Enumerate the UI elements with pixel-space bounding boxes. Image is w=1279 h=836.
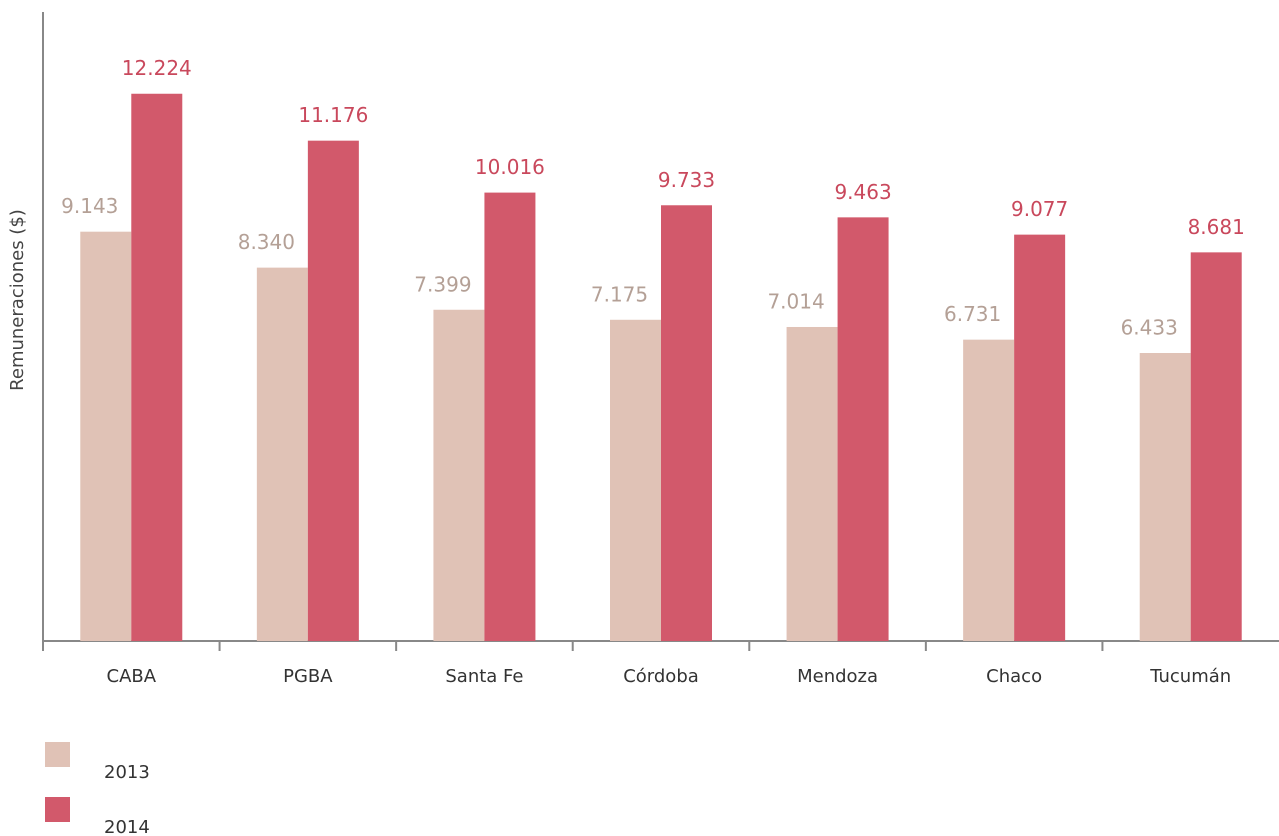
bar	[1190, 252, 1242, 641]
value-label: 6.433	[1121, 316, 1178, 340]
bar	[1139, 353, 1191, 641]
x-tick-label: CABA	[107, 666, 157, 687]
legend-label: 2014	[104, 817, 150, 836]
x-tick-label: Córdoba	[623, 666, 699, 687]
value-label: 7.014	[767, 289, 824, 313]
bar	[786, 326, 838, 641]
y-axis-label: Remuneraciones ($)	[7, 209, 28, 391]
value-label: 8.340	[238, 230, 295, 254]
value-label: 11.176	[298, 103, 368, 127]
bar	[307, 140, 359, 641]
value-label: 9.077	[1011, 197, 1068, 221]
value-label: 12.224	[122, 56, 192, 80]
x-tick-label: PGBA	[283, 666, 333, 687]
legend-label: 2013	[104, 762, 150, 783]
value-label: 7.399	[414, 272, 471, 296]
x-tick-label: Santa Fe	[445, 666, 523, 687]
value-label: 7.175	[591, 282, 648, 306]
bar	[837, 217, 889, 641]
value-label: 8.681	[1188, 215, 1245, 239]
value-label: 9.143	[61, 194, 118, 218]
bar	[610, 319, 661, 641]
x-tick-label: Tucumán	[1149, 666, 1231, 687]
bar	[80, 231, 132, 641]
bar	[484, 192, 536, 641]
bar	[131, 93, 183, 641]
bar	[256, 267, 308, 641]
bar	[661, 205, 712, 641]
bar	[433, 309, 485, 641]
legend-swatch	[45, 742, 70, 767]
value-label: 6.731	[944, 302, 1001, 326]
legend-swatch	[45, 797, 70, 822]
x-tick-label: Mendoza	[797, 666, 878, 687]
value-label: 9.463	[834, 180, 891, 204]
value-label: 10.016	[475, 155, 545, 179]
bar	[963, 339, 1015, 641]
bar	[1014, 234, 1066, 642]
value-label: 9.733	[658, 168, 715, 192]
x-tick-label: Chaco	[986, 666, 1042, 687]
